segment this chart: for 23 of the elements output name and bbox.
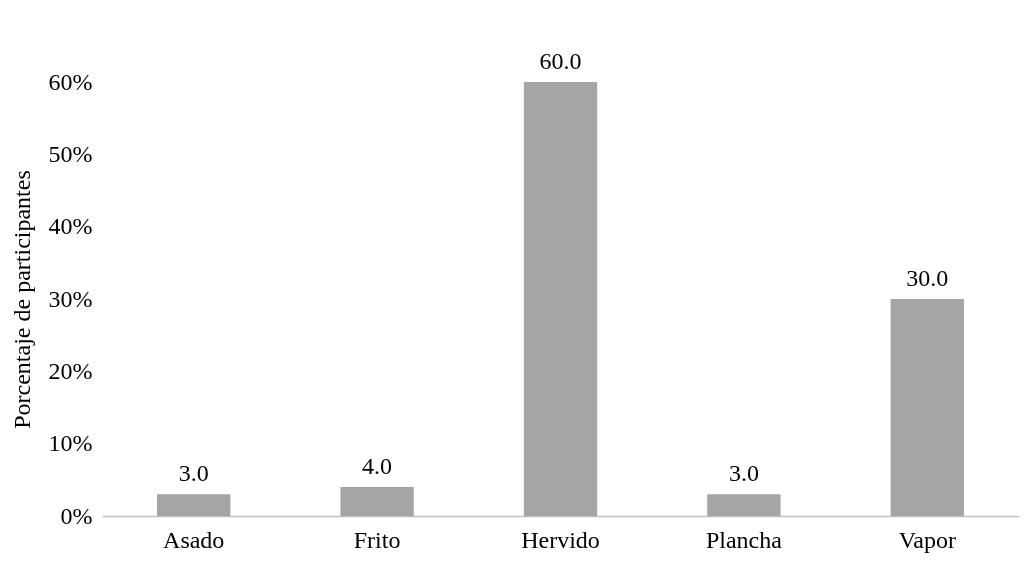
data-label: 3.0 [728, 460, 759, 487]
bar [523, 82, 598, 516]
x-tick-label: Hervido [521, 526, 600, 553]
bar [340, 487, 414, 516]
y-tick-label: 20% [48, 357, 93, 384]
y-tick-label: 60% [48, 68, 93, 95]
x-tick-label: Asado [163, 526, 225, 553]
y-tick-label: 40% [48, 213, 93, 240]
data-label: 30.0 [906, 265, 949, 291]
bar [890, 299, 964, 516]
y-tick-label: 30% [48, 285, 93, 312]
y-axis-title: Porcentaje de participantes [8, 170, 35, 429]
x-tick-label: Vapor [898, 526, 956, 553]
y-tick-label: 50% [48, 140, 93, 167]
bar [157, 494, 231, 516]
data-label: 4.0 [362, 453, 393, 480]
y-tick-label: 10% [48, 430, 93, 457]
x-tick-label: Plancha [705, 526, 783, 553]
x-tick-label: Frito [353, 526, 401, 553]
data-label: 3.0 [178, 460, 209, 487]
y-tick-label: 0% [60, 502, 93, 529]
data-label: 60.0 [539, 48, 582, 74]
bar [707, 494, 781, 516]
